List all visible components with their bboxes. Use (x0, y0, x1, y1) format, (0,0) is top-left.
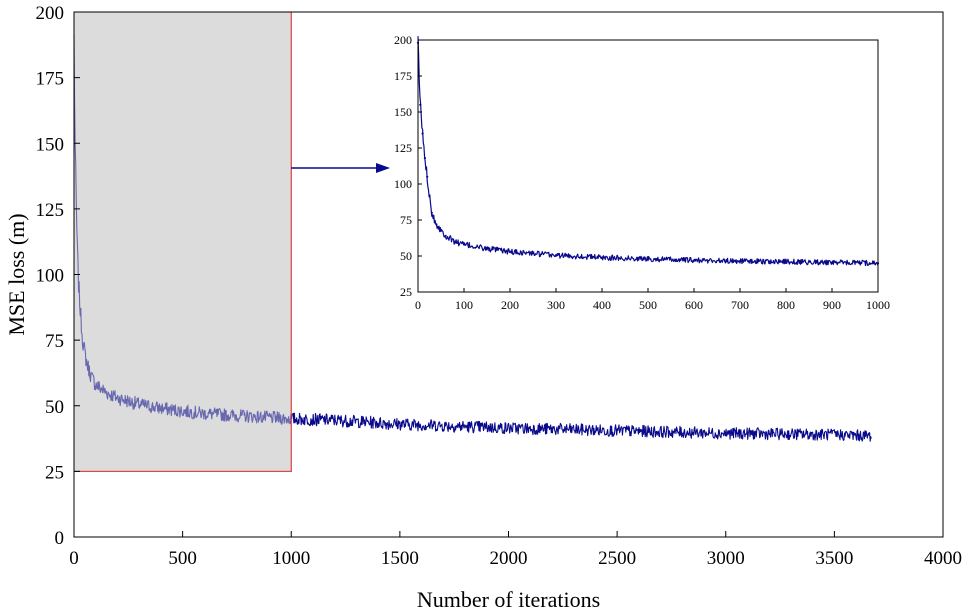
y-tick-label: 0 (55, 528, 65, 549)
x-tick-label: 500 (168, 548, 197, 569)
x-tick-label: 4000 (924, 548, 962, 569)
inset-data-point (444, 234, 447, 237)
inset-x-tick-label: 500 (639, 298, 657, 312)
y-tick-label: 25 (45, 462, 64, 483)
x-tick-label: 2500 (598, 548, 636, 569)
x-tick-label: 3000 (707, 548, 745, 569)
x-tick-label: 1000 (272, 548, 310, 569)
inset-data-point (430, 211, 433, 214)
inset-x-tick-label: 200 (501, 298, 519, 312)
x-tick-label: 3500 (815, 548, 853, 569)
inset-data-point (508, 250, 512, 253)
inset-data-point (646, 257, 650, 260)
inset-x-tick-label: 0 (415, 298, 421, 312)
inset-y-tick-label: 175 (394, 69, 412, 83)
inset-data-point (453, 240, 456, 243)
y-tick-label: 125 (36, 200, 65, 221)
inset-data-point (738, 259, 742, 263)
inset-x-tick-label: 1000 (866, 298, 890, 312)
x-tick-label: 1500 (381, 548, 419, 569)
inset-x-tick-label: 300 (547, 298, 565, 312)
zoom-highlight-overlay (74, 12, 291, 471)
inset-data-point (421, 132, 424, 135)
inset-data-point (439, 228, 443, 232)
inset-x-tick-label: 800 (777, 298, 795, 312)
inset-x-tick-label: 400 (593, 298, 611, 312)
inset-y-tick-label: 150 (394, 105, 412, 119)
y-tick-label: 50 (45, 397, 64, 418)
inset-data-point (554, 254, 558, 257)
x-axis-title: Number of iterations (417, 587, 600, 612)
inset-data-point (428, 194, 431, 197)
inset-data-point (435, 223, 438, 226)
y-tick-label: 75 (45, 331, 64, 352)
inset-data-point (830, 261, 834, 264)
y-tick-label: 150 (36, 134, 65, 155)
inset-y-tick-label: 100 (394, 177, 412, 191)
zoom-arrow-head (376, 163, 390, 173)
inset-series-line (417, 36, 879, 267)
inset-y-tick-label: 125 (394, 141, 412, 155)
inset-background (418, 40, 878, 292)
inset-data-point (462, 243, 466, 246)
inset-x-tick-label: 700 (731, 298, 749, 312)
x-tick-label: 2000 (490, 548, 528, 569)
inset-data-point (419, 103, 422, 106)
y-tick-label: 200 (36, 3, 65, 24)
inset-data-point (784, 260, 788, 263)
x-tick-label: 0 (69, 548, 79, 569)
inset-data-point (423, 156, 426, 160)
inset-data-point (600, 256, 604, 259)
y-tick-label: 100 (36, 266, 65, 287)
inset-data-point (692, 259, 696, 262)
inset-y-tick-label: 25 (400, 285, 412, 299)
y-tick-label: 175 (36, 69, 65, 90)
inset-y-tick-label: 200 (394, 33, 412, 47)
series-line (73, 34, 872, 442)
inset-x-tick-label: 100 (455, 298, 473, 312)
inset-y-tick-label: 50 (400, 249, 412, 263)
inset-x-tick-label: 600 (685, 298, 703, 312)
inset-data-point (426, 175, 429, 178)
y-axis-title: MSE loss (m) (4, 213, 29, 335)
inset-data-point (485, 247, 489, 250)
inset-y-tick-label: 75 (400, 213, 412, 227)
inset-x-tick-label: 900 (823, 298, 841, 312)
